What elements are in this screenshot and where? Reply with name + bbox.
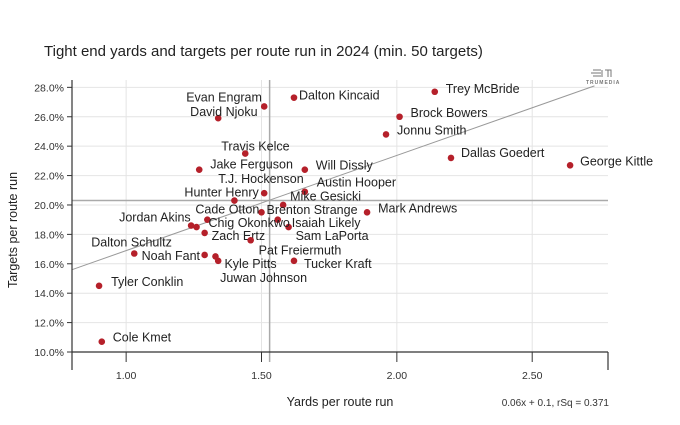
data-point [258,209,265,216]
point-label: Noah Fant [142,249,201,263]
point-label: Dallas Goedert [461,146,545,160]
point-label: Dalton Schultz [91,235,172,249]
data-point [382,131,390,138]
x-tick-label: 1.50 [251,370,272,382]
data-point [447,154,455,162]
point-label: Isaiah Likely [292,216,362,230]
data-point [274,216,282,223]
data-point [431,88,439,96]
point-label: Brenton Strange [266,203,357,217]
point-label: Sam LaPorta [296,229,369,243]
trendline-equation: 0.06x + 0.1, rSq = 0.371 [502,398,610,409]
grid [71,80,608,362]
data-point [566,161,574,169]
y-tick-label: 20.0% [34,200,64,212]
svg-text:TRUMEDIA: TRUMEDIA [586,80,620,86]
data-point [290,94,298,101]
point-label: Austin Hooper [317,176,396,190]
point-label: Travis Kelce [221,140,289,154]
data-point [301,188,309,196]
point-label: Juwan Johnson [220,271,307,285]
y-tick-label: 22.0% [34,171,64,183]
data-point [201,229,208,237]
data-point [285,223,292,231]
point-label: Jake Ferguson [210,158,293,172]
data-point [260,189,268,197]
data-point [241,150,249,157]
point-label: Cade Otton [195,203,259,217]
data-point [98,338,106,346]
y-tick-label: 18.0% [34,229,64,241]
y-tick-label: 28.0% [34,82,64,94]
x-tick-label: 2.50 [522,370,543,382]
point-label: Mike Gesicki [290,189,361,203]
data-point [95,282,103,290]
y-tick-label: 26.0% [34,112,64,124]
point-label: Cole Kmet [113,331,172,345]
axes: 10.0% 12.0% 14.0% 16.0% 18.0% 20.0% 22.0% 24.0%… [34,80,609,382]
point-label: Tyler Conklin [111,275,183,289]
data-point [279,201,287,209]
data-point [204,216,211,223]
point-label: Jordan Akins [119,211,191,225]
trumedia-logo: TRUMEDIA [586,69,620,86]
point-label: Hunter Henry [184,186,259,200]
point-label: Zach Ertz [212,229,266,243]
data-point [396,113,403,121]
point-label: Pat Freiermuth [259,243,342,257]
y-tick-label: 24.0% [34,141,64,153]
point-label: Mark Andrews [378,201,457,215]
point-label: T.J. Hockenson [218,172,304,186]
data-point [247,236,254,244]
data-point [201,251,208,259]
point-label: Evan Engram [186,90,262,104]
data-point [301,166,309,173]
points: Trey McBride Brock Bowers Jonnu Smith Dalla… [91,82,653,346]
y-tick-label: 16.0% [34,259,64,271]
data-point [231,197,238,204]
data-point [193,223,200,231]
data-point [214,257,222,265]
trendline [71,85,595,271]
point-label: Trey McBride [446,82,520,96]
point-label: Jonnu Smith [397,123,467,137]
point-label: Tucker Kraft [304,257,372,271]
point-label: David Njoku [190,105,257,119]
data-point [195,166,203,173]
data-point [130,250,138,257]
data-point [260,103,268,110]
data-point [214,114,222,122]
y-tick-label: 12.0% [34,318,64,330]
y-tick-label: 14.0% [34,288,64,300]
y-axis-label: Targets per route run [6,172,20,288]
point-label: Brock Bowers [411,106,488,120]
point-label: Kyle Pitts [224,257,276,271]
x-tick-label: 1.00 [116,370,137,382]
x-axis-label: Yards per route run [287,395,394,409]
data-point [363,209,371,216]
data-point [290,257,298,265]
chart-title: Tight end yards and targets per route ru… [44,43,483,60]
data-point [187,222,195,229]
x-tick-label: 2.00 [387,370,408,382]
point-label: George Kittle [580,154,653,168]
point-label: Chig Okonkwo [209,216,290,230]
point-label: Dalton Kincaid [299,89,380,103]
point-label: Will Dissly [316,159,374,173]
y-tick-label: 10.0% [34,347,64,359]
